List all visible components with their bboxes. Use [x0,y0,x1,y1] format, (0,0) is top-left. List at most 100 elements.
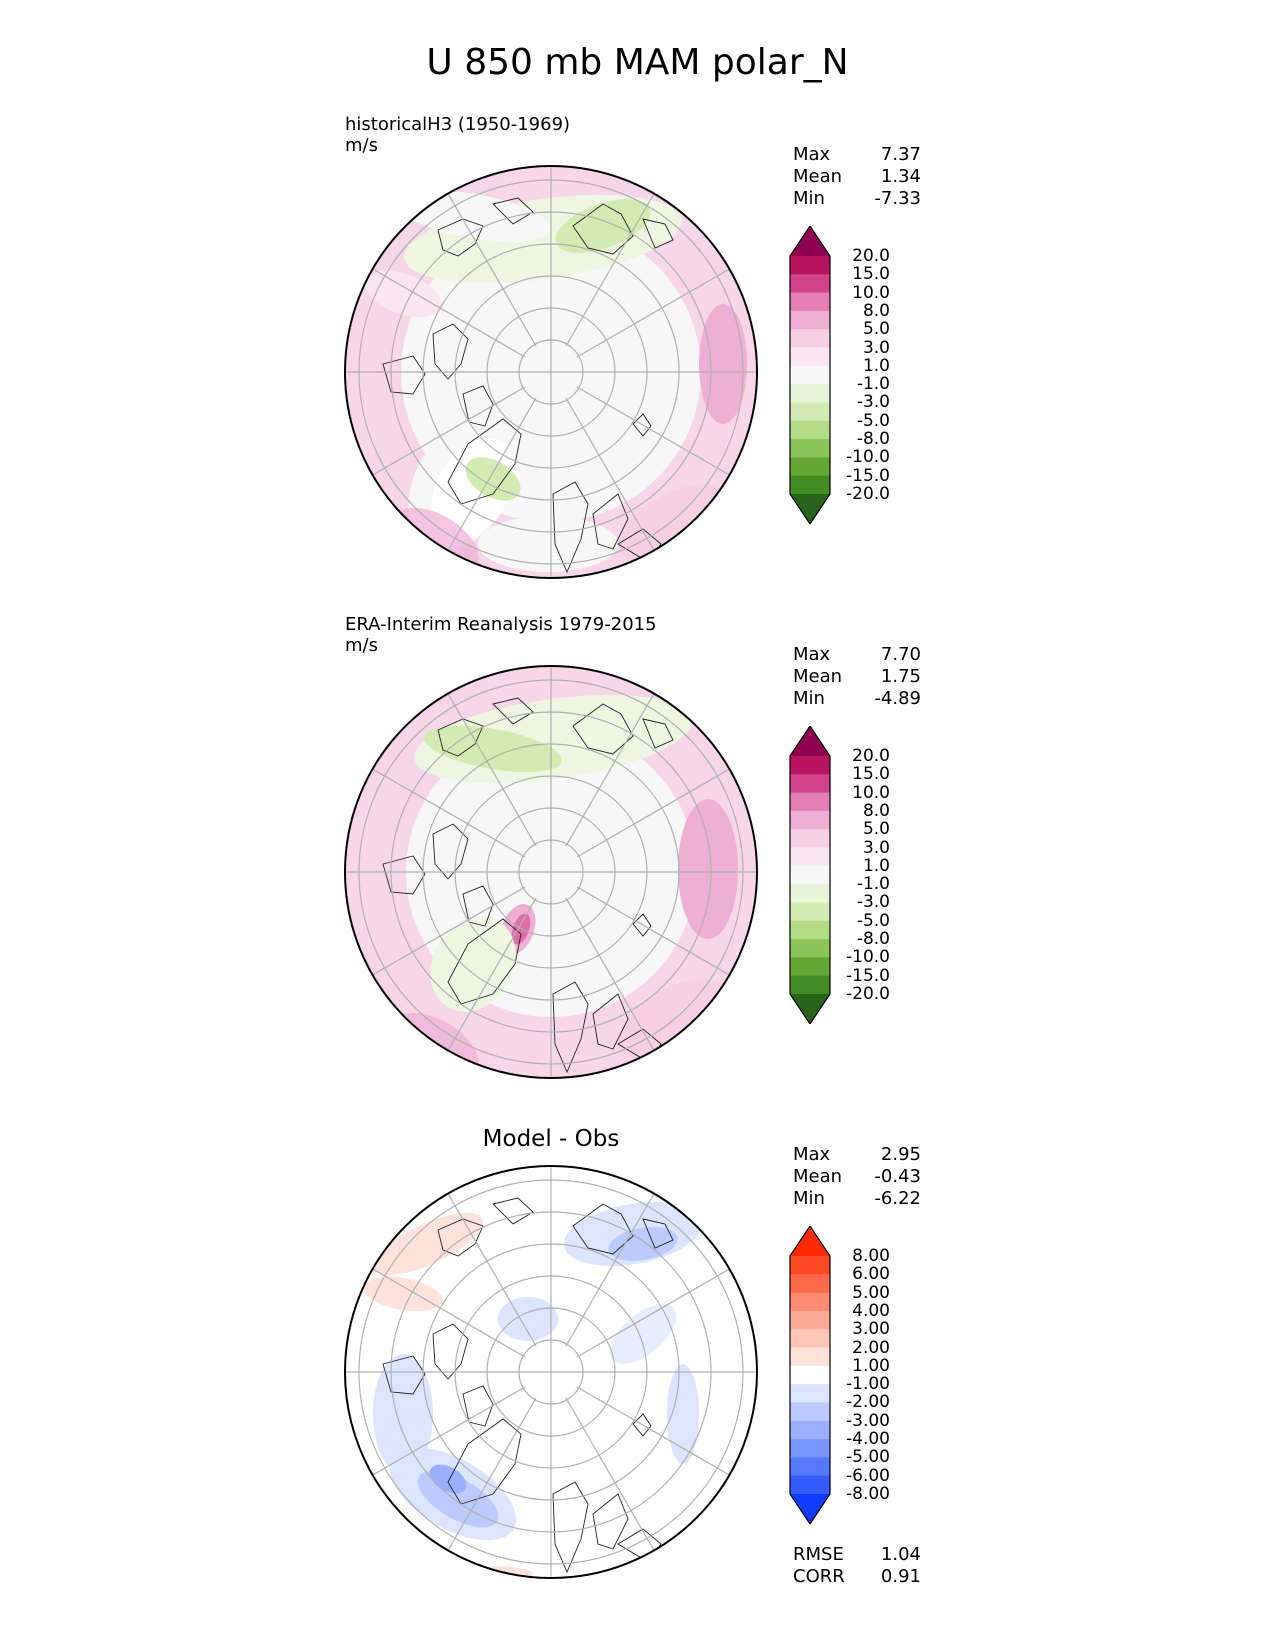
colorbar-bin [790,1292,830,1312]
meridian-line [372,768,526,858]
colorbar-bin [790,774,830,794]
coastline [572,703,634,755]
colorbar-tick-label: -5.0 [856,410,890,431]
colorbar-tick-label: 4.00 [852,1300,890,1321]
colorbar-tick-label: 5.0 [862,819,890,840]
coastline [572,203,634,255]
colorbar-tick-label: 20.0 [852,746,890,766]
stat-min-value: -7.33 [874,188,921,209]
coastline [617,1528,662,1563]
panel-obs: ERA-Interim Reanalysis 1979-2015 m/s Max… [0,608,1275,1079]
colorbar-bin [790,1256,830,1275]
stat-min-value: -4.89 [874,688,921,709]
colorbar-tick-label: -5.00 [846,1447,890,1468]
meridian-line [565,193,655,347]
coastline [432,323,469,380]
meridian-line [372,268,526,358]
colorbar-tick-label: 3.00 [852,1319,890,1340]
meridian-line [447,897,537,1051]
coastline [592,1493,629,1550]
coastline [492,1197,534,1225]
colorbar-bin [790,292,830,312]
meridian-line [447,1397,537,1551]
colorbar-bin [790,1439,830,1458]
coastline [462,885,494,927]
map-boundary [344,665,758,1079]
colorbar-outline [789,226,831,524]
coastline [432,1323,469,1380]
stat-min-value: -6.22 [874,1188,921,1209]
colorbar-tick-label: -1.0 [856,874,890,895]
panel-units: m/s [345,635,378,656]
rmse-value: 1.04 [880,1544,921,1565]
colorbar-tick-label: 5.0 [862,319,890,340]
coastline [632,413,652,437]
meridian-line [447,1193,537,1347]
colorbar-tick-label: 8.00 [852,1246,890,1266]
coastline [552,1481,589,1574]
colorbar-tick-label: -3.0 [856,892,890,913]
colorbar-bin [790,1384,830,1404]
colorbar-tick-label: 2.00 [852,1337,890,1358]
stat-max-value: 2.95 [880,1144,921,1165]
colorbar-bin [790,384,830,404]
colorbar-tick-label: 6.00 [852,1264,890,1285]
colorbar-bin [790,457,830,477]
coastline [617,1028,662,1063]
colorbar [789,726,831,1024]
coastline [492,197,534,225]
colorbar-bin [790,957,830,977]
colorbar-extend-bottom [790,1494,830,1524]
colorbar-bin [790,939,830,958]
coastline [382,1355,426,1395]
stat-max-value: 7.70 [880,644,921,665]
meridian-line [576,768,730,858]
stat-mean-value: -0.43 [874,1166,921,1187]
colorbar-bin [790,975,830,995]
colorbar-tick-label: 5.00 [852,1282,890,1303]
contour-fill [498,1297,558,1341]
colorbar-bin [790,347,830,367]
coastline [447,918,522,1005]
coastline [432,823,469,880]
meridian-line [576,1268,730,1358]
colorbar-bin [790,847,830,867]
panel-title: historicalH3 (1950-1969) [345,114,571,135]
panel-title: Model - Obs [482,1126,620,1152]
colorbar-tick-label: -15.0 [846,465,890,486]
meridian-line [565,397,655,551]
colorbar-bin [790,256,830,275]
meridian-line [565,1193,655,1347]
stat-mean-value: 1.75 [880,666,921,687]
colorbar-bin [790,1329,830,1349]
coastline [382,855,426,895]
stat-label: Min [793,188,825,209]
contour-fill [465,457,521,501]
coastline [552,981,589,1074]
colorbar-bin [790,756,830,775]
meridian-line [565,693,655,847]
meridian-line [372,1386,526,1476]
colorbar-tick-label: -6.00 [846,1465,890,1486]
colorbar [789,226,831,524]
colorbar-tick-label: 10.0 [852,782,890,803]
stat-max-value: 7.37 [880,144,921,165]
contour-fill [609,1304,677,1364]
colorbar-bin [790,420,830,440]
colorbar-tick-label: -8.0 [856,929,890,950]
colorbar-bin [790,1310,830,1330]
coastline [592,493,629,550]
colorbar-tick-label: 15.0 [852,264,890,285]
colorbar-extend-top [790,1226,830,1256]
colorbar-bin [790,310,830,330]
meridian-line [576,268,730,358]
panel-units: m/s [345,135,378,156]
polar-map [344,665,758,1079]
colorbar-bin [790,1402,830,1422]
stats-table: Max 2.95 Mean -0.43 Min -6.22 [793,1144,921,1210]
colorbar-tick-label: 3.0 [862,337,890,358]
coastline [632,913,652,937]
meridian-line [447,193,537,347]
coastline [447,1418,522,1505]
polar-map [344,165,758,579]
